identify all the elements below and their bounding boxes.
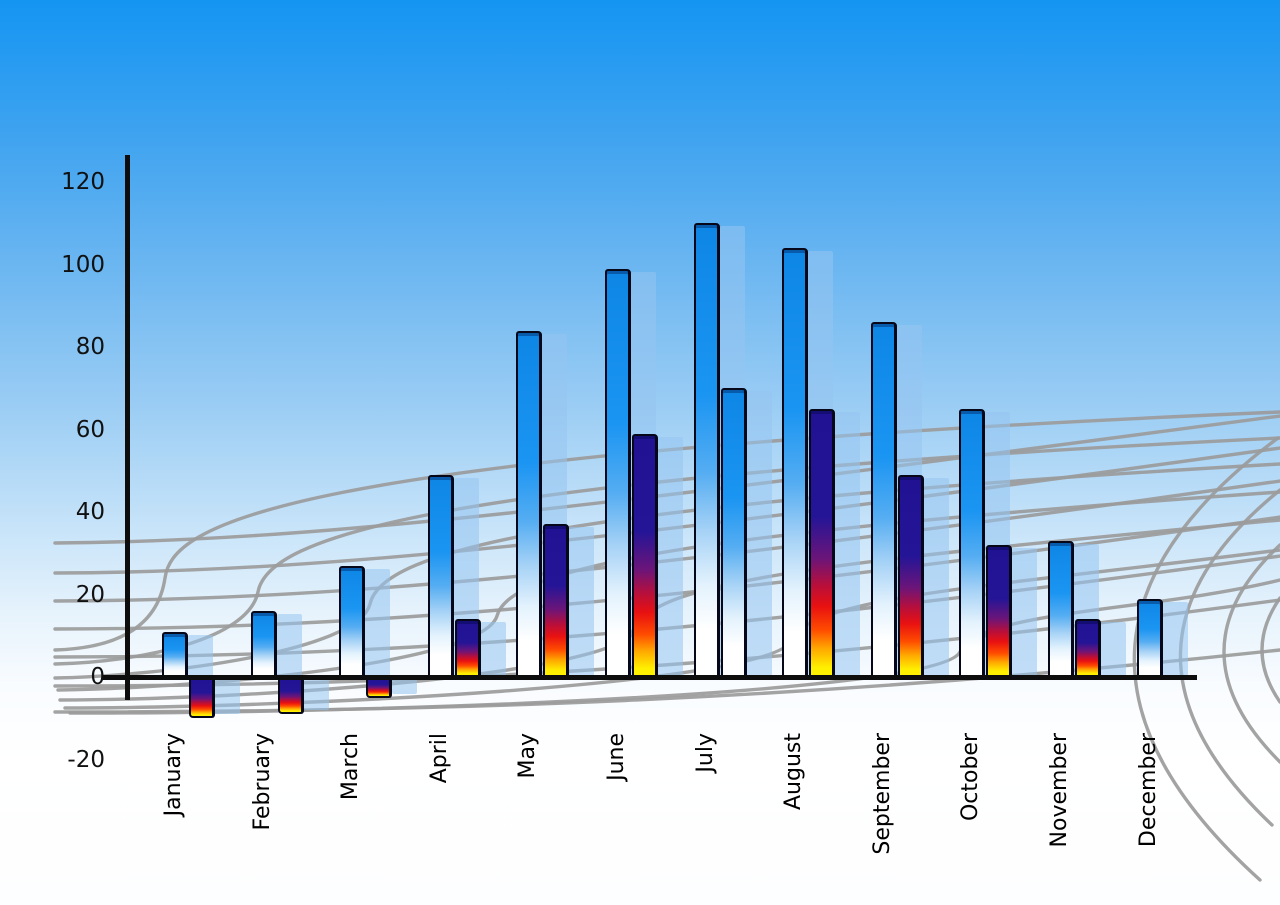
y-axis-line — [125, 155, 130, 700]
bar-shadow-march-secondary — [392, 679, 418, 694]
bar-shadow-july-secondary — [746, 391, 772, 677]
x-tick-label-march: March — [338, 733, 364, 801]
bar-february-secondary — [277, 677, 304, 715]
x-tick-label-september: September — [869, 733, 895, 855]
x-tick-label-january: January — [161, 733, 186, 817]
x-tick-label-may: May — [515, 733, 541, 779]
y-tick-label--20: -20 — [67, 746, 105, 773]
bar-july-secondary — [720, 388, 747, 677]
bar-march-secondary — [366, 677, 393, 698]
bar-june-primary — [605, 268, 631, 677]
x-tick-label-december: December — [1135, 733, 1161, 848]
bar-shadow-april-secondary — [480, 622, 506, 677]
x-tick-label-november: November — [1047, 733, 1072, 848]
bar-november-secondary — [1075, 619, 1101, 677]
x-tick-label-june: June — [604, 733, 629, 781]
x-tick-label-august: August — [781, 733, 807, 810]
bar-shadow-march-primary — [365, 568, 391, 677]
x-tick-label-february: February — [249, 733, 275, 831]
y-tick-label-20: 20 — [75, 581, 105, 608]
bar-october-primary — [959, 408, 986, 677]
bar-shadow-october-secondary — [1012, 548, 1038, 677]
bar-may-secondary — [543, 524, 570, 677]
bar-september-secondary — [897, 474, 924, 677]
y-tick-label-0: 0 — [90, 664, 105, 690]
y-tick-label-60: 60 — [75, 416, 105, 443]
bar-april-secondary — [454, 619, 481, 677]
x-tick-label-july: July — [692, 733, 718, 773]
bar-shadow-june-secondary — [658, 436, 683, 677]
bar-shadow-december-primary — [1162, 601, 1188, 677]
bar-september-primary — [870, 322, 897, 677]
x-tick-label-april: April — [426, 733, 452, 784]
x-tick-label-october: October — [958, 733, 984, 822]
bar-shadow-january-secondary — [215, 679, 240, 715]
y-tick-label-100: 100 — [61, 251, 105, 278]
bar-shadow-september-secondary — [923, 477, 949, 677]
bar-august-primary — [782, 248, 809, 677]
bar-shadow-august-secondary — [835, 411, 861, 677]
bar-october-secondary — [986, 545, 1013, 677]
bar-shadow-february-secondary — [303, 679, 329, 711]
bar-shadow-november-secondary — [1101, 622, 1126, 677]
bar-shadow-may-secondary — [569, 527, 595, 677]
bar-december-primary — [1136, 598, 1163, 677]
bar-may-primary — [516, 330, 543, 677]
x-axis-line — [103, 675, 1197, 680]
bar-april-primary — [427, 474, 454, 677]
bar-shadow-january-primary — [188, 634, 213, 677]
bar-june-secondary — [632, 433, 658, 677]
bar-january-secondary — [189, 677, 215, 719]
y-tick-label-40: 40 — [75, 499, 105, 525]
bar-february-primary — [250, 611, 277, 677]
bar-november-primary — [1048, 540, 1074, 677]
y-tick-label-120: 120 — [61, 169, 105, 195]
y-tick-label-80: 80 — [75, 334, 105, 360]
bar-shadow-february-primary — [276, 614, 302, 677]
